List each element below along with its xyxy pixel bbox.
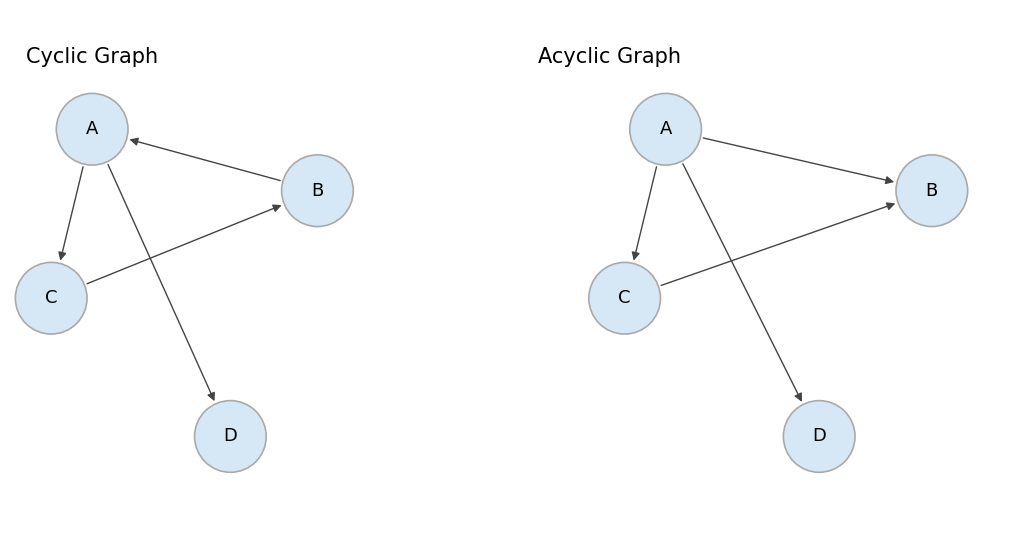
Circle shape [56, 94, 128, 165]
Text: D: D [812, 427, 826, 446]
Text: A: A [86, 120, 98, 138]
Text: Cyclic Graph: Cyclic Graph [26, 47, 158, 67]
Text: Acyclic Graph: Acyclic Graph [538, 47, 681, 67]
Circle shape [896, 155, 968, 226]
Text: A: A [659, 120, 672, 138]
Text: D: D [223, 427, 238, 446]
Text: C: C [45, 289, 57, 307]
Text: B: B [311, 182, 324, 200]
Circle shape [589, 262, 660, 334]
Circle shape [783, 401, 855, 472]
Circle shape [282, 155, 353, 226]
Circle shape [195, 401, 266, 472]
Circle shape [15, 262, 87, 334]
Text: C: C [618, 289, 631, 307]
Circle shape [630, 94, 701, 165]
Text: B: B [926, 182, 938, 200]
